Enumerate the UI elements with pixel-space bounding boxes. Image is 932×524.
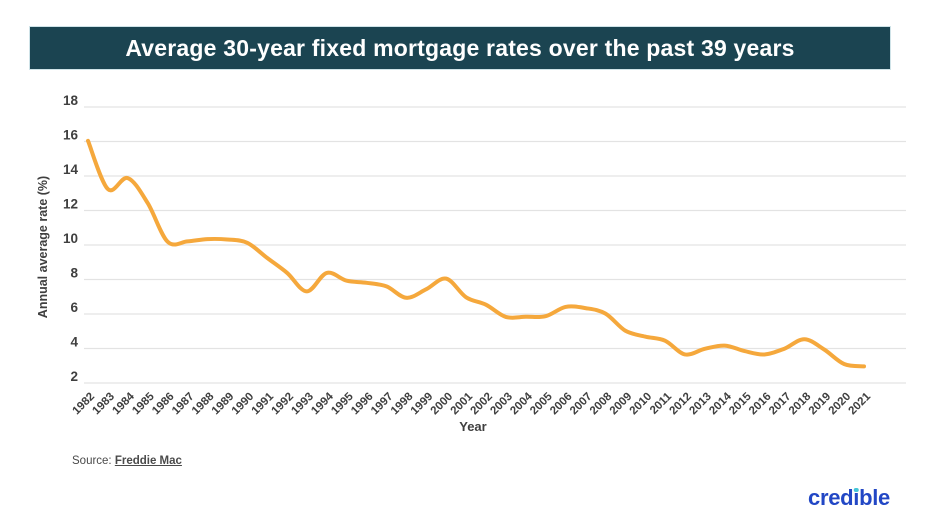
credible-logo: credı ble: [808, 486, 890, 510]
y-tick-label: 10: [63, 231, 78, 246]
x-tick-label: 1997: [369, 391, 396, 418]
x-tick-label: 2009: [608, 391, 635, 418]
y-tick-label: 6: [70, 300, 78, 315]
x-tick-label: 2021: [847, 390, 874, 417]
y-tick-label: 8: [70, 266, 78, 281]
x-tick-label: 2002: [468, 391, 495, 418]
y-axis-title: Annual average rate (%): [36, 176, 50, 318]
x-tick-label: 2017: [767, 391, 794, 418]
y-tick-label: 14: [63, 162, 79, 177]
title-banner: Average 30-year fixed mortgage rates ove…: [30, 27, 890, 69]
source-note: Source: Freddie Mac: [72, 455, 182, 467]
x-tick-label: 2012: [667, 391, 694, 418]
chart-title: Average 30-year fixed mortgage rates ove…: [125, 34, 795, 61]
y-tick-label: 2: [70, 369, 78, 384]
logo-letter-i: ı: [853, 485, 860, 510]
x-tick-label: 2000: [429, 391, 456, 418]
x-tick-label: 1993: [289, 391, 316, 418]
y-tick-label: 18: [63, 93, 79, 108]
x-tick-label: 1990: [230, 391, 257, 418]
x-tick-label: 2003: [488, 391, 515, 418]
x-tick-label: 1983: [90, 391, 117, 418]
y-tick-label: 16: [63, 128, 79, 143]
y-tick-label: 12: [63, 197, 78, 212]
x-tick-label: 2013: [687, 391, 714, 418]
x-tick-label: 2007: [568, 391, 595, 418]
y-tick-label: 4: [70, 335, 78, 350]
x-tick-label: 2019: [807, 391, 834, 418]
x-tick-label: 2006: [548, 391, 575, 418]
x-tick-label: 1992: [270, 391, 297, 418]
x-tick-label: 1986: [150, 391, 177, 418]
x-tick-label: 1987: [170, 391, 197, 418]
x-axis-title: Year: [459, 419, 486, 434]
source-link[interactable]: Freddie Mac: [114, 455, 182, 467]
logo-i-dot: [853, 487, 859, 492]
x-tick-label: 1996: [349, 391, 376, 418]
x-tick-label: 2020: [827, 391, 854, 418]
x-tick-label: 1989: [210, 391, 237, 418]
x-tick-label: 2016: [747, 391, 774, 418]
logo-text-right: ble: [859, 485, 890, 510]
x-tick-label: 1999: [409, 391, 436, 418]
rate-line: [86, 138, 866, 369]
source-prefix: Source:: [72, 455, 115, 467]
x-tick-label: 1982: [71, 391, 98, 418]
x-tick-label: 2010: [628, 391, 655, 418]
logo-text-left: cred: [808, 485, 854, 510]
